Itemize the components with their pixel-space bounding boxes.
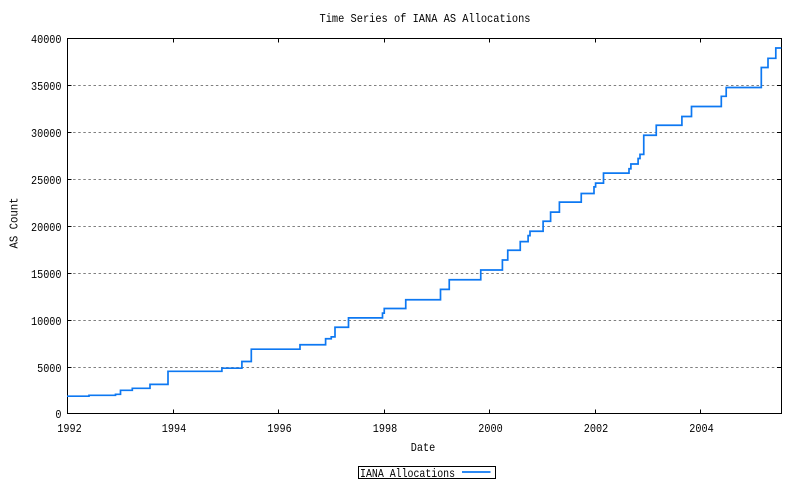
svg-text:15000: 15000 <box>31 268 62 282</box>
svg-text:2004: 2004 <box>689 422 713 436</box>
svg-text:2000: 2000 <box>478 422 502 436</box>
svg-text:2002: 2002 <box>584 422 608 436</box>
svg-text:30000: 30000 <box>31 127 62 141</box>
svg-text:40000: 40000 <box>31 33 62 47</box>
svg-text:IANA Allocations: IANA Allocations <box>360 467 455 480</box>
svg-text:1996: 1996 <box>267 422 291 436</box>
svg-text:5000: 5000 <box>37 362 61 376</box>
svg-text:Time Series of IANA AS Allocat: Time Series of IANA AS Allocations <box>320 12 531 26</box>
svg-text:35000: 35000 <box>31 80 62 94</box>
svg-text:10000: 10000 <box>31 315 62 329</box>
svg-text:Date: Date <box>411 441 435 455</box>
svg-text:1992: 1992 <box>57 422 81 436</box>
svg-text:AS Count: AS Count <box>8 198 22 249</box>
svg-text:1994: 1994 <box>162 422 186 436</box>
svg-text:1998: 1998 <box>373 422 397 436</box>
svg-text:0: 0 <box>55 408 61 422</box>
svg-text:25000: 25000 <box>31 174 62 188</box>
svg-text:20000: 20000 <box>31 221 62 235</box>
